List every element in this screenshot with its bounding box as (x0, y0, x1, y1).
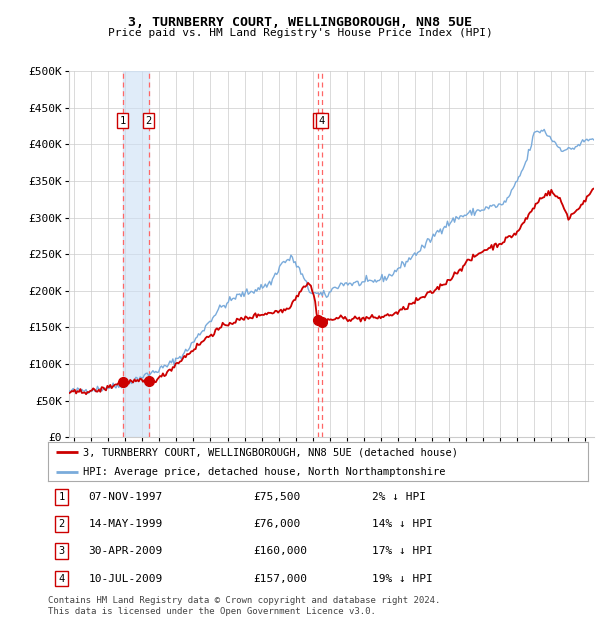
Text: 3: 3 (315, 116, 322, 126)
Text: 1: 1 (58, 492, 65, 502)
Text: Price paid vs. HM Land Registry's House Price Index (HPI): Price paid vs. HM Land Registry's House … (107, 28, 493, 38)
Text: 07-NOV-1997: 07-NOV-1997 (89, 492, 163, 502)
Text: 30-APR-2009: 30-APR-2009 (89, 546, 163, 556)
Text: 19% ↓ HPI: 19% ↓ HPI (372, 574, 433, 583)
Text: 2: 2 (145, 116, 152, 126)
Text: 14-MAY-1999: 14-MAY-1999 (89, 520, 163, 529)
Text: 4: 4 (319, 116, 325, 126)
Text: Contains HM Land Registry data © Crown copyright and database right 2024.
This d: Contains HM Land Registry data © Crown c… (48, 596, 440, 616)
Text: 14% ↓ HPI: 14% ↓ HPI (372, 520, 433, 529)
Text: 17% ↓ HPI: 17% ↓ HPI (372, 546, 433, 556)
Text: 10-JUL-2009: 10-JUL-2009 (89, 574, 163, 583)
Text: 3, TURNBERRY COURT, WELLINGBOROUGH, NN8 5UE (detached house): 3, TURNBERRY COURT, WELLINGBOROUGH, NN8 … (83, 448, 458, 458)
Text: 2: 2 (58, 520, 65, 529)
Text: 3, TURNBERRY COURT, WELLINGBOROUGH, NN8 5UE: 3, TURNBERRY COURT, WELLINGBOROUGH, NN8 … (128, 16, 472, 29)
Text: £157,000: £157,000 (253, 574, 307, 583)
Text: £76,000: £76,000 (253, 520, 301, 529)
Bar (122, 71, 149, 437)
Text: 1: 1 (119, 116, 126, 126)
Text: 3: 3 (58, 546, 65, 556)
Text: £160,000: £160,000 (253, 546, 307, 556)
Text: HPI: Average price, detached house, North Northamptonshire: HPI: Average price, detached house, Nort… (83, 467, 446, 477)
Text: 2% ↓ HPI: 2% ↓ HPI (372, 492, 426, 502)
Text: £75,500: £75,500 (253, 492, 301, 502)
Text: 4: 4 (58, 574, 65, 583)
